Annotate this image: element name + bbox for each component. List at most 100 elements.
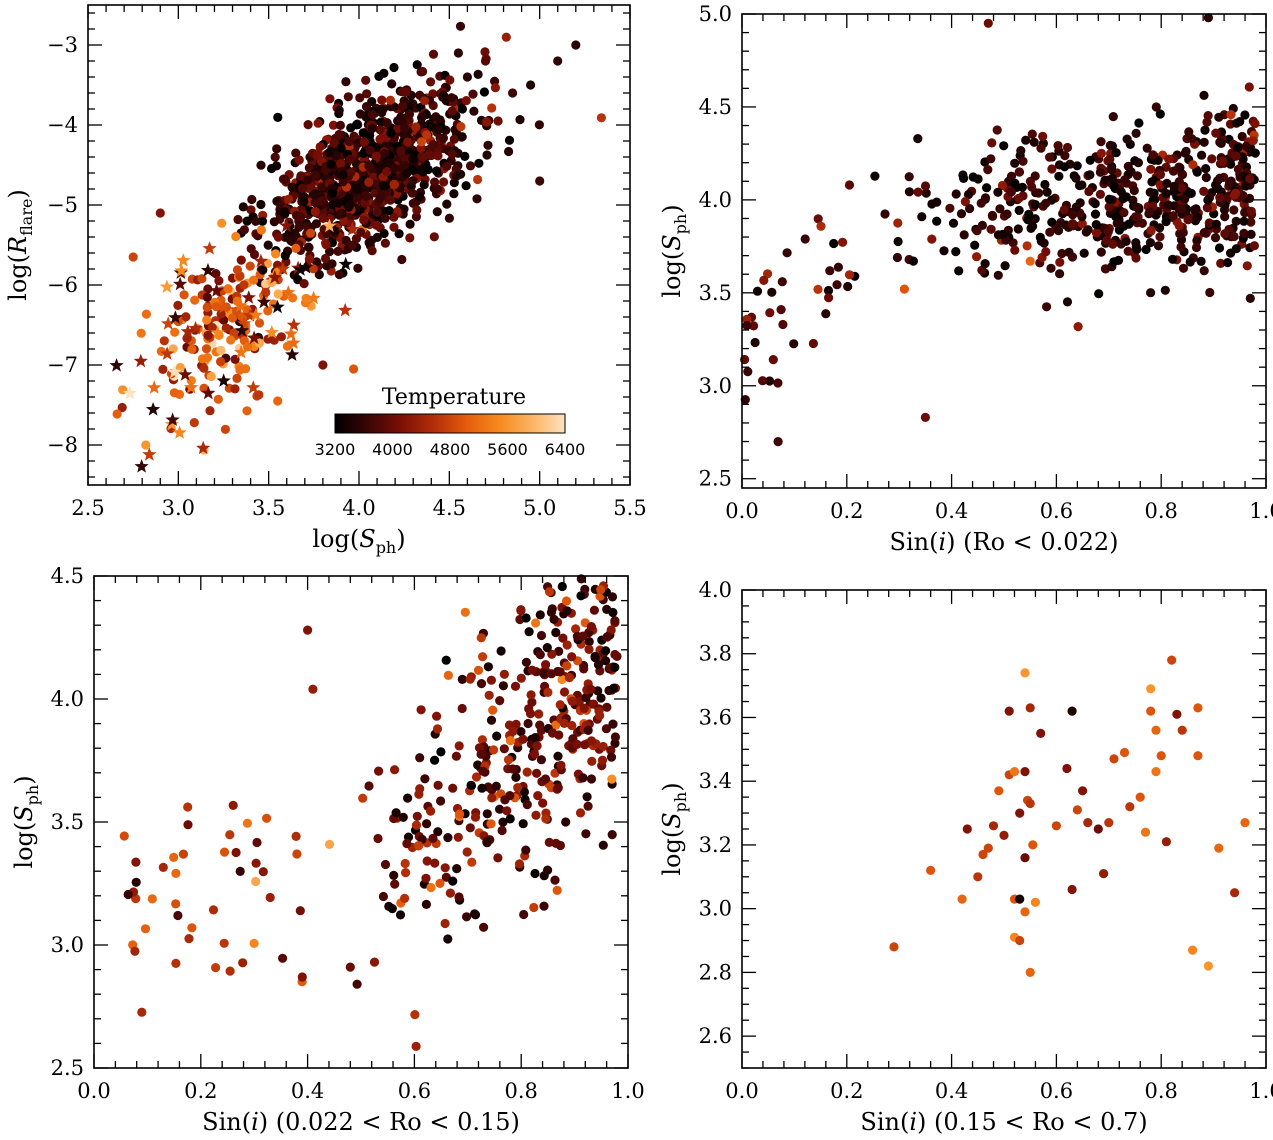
- scatter-point: [147, 894, 157, 904]
- scatter-point: [551, 627, 561, 638]
- scatter-point: [508, 726, 518, 737]
- x-tick-label: 0.8: [504, 1079, 537, 1103]
- scatter-point: [1199, 186, 1209, 196]
- scatter-point: [1083, 818, 1093, 828]
- scatter-point: [550, 875, 560, 885]
- scatter-point: [312, 150, 323, 160]
- scatter-point: [1230, 888, 1240, 898]
- star-point: [264, 325, 279, 339]
- scatter-point: [606, 745, 616, 755]
- scatter-point: [1006, 187, 1017, 197]
- colorbar-tick-label: 6400: [545, 440, 586, 459]
- scatter-point: [326, 159, 336, 169]
- scatter-point: [567, 652, 577, 662]
- x-tick-label: 5.5: [613, 496, 646, 520]
- star-point: [216, 299, 231, 314]
- scatter-point: [483, 662, 493, 672]
- x-tick-label: 2.5: [71, 496, 104, 520]
- scatter-point: [829, 238, 839, 249]
- scatter-point: [263, 334, 273, 344]
- scatter-point: [921, 188, 931, 198]
- scatter-point: [228, 800, 238, 811]
- scatter-point: [523, 718, 533, 729]
- scatter-point: [245, 261, 255, 271]
- scatter-point: [436, 747, 446, 757]
- star-point: [283, 326, 299, 340]
- scatter-point: [824, 293, 834, 303]
- scatter-point: [468, 89, 478, 99]
- scatter-point: [1131, 242, 1141, 252]
- scatter-point: [251, 858, 261, 868]
- scatter-point: [576, 591, 586, 601]
- star-point: [248, 307, 263, 322]
- scatter-point: [596, 693, 606, 703]
- scatter-point: [1196, 256, 1206, 266]
- scatter-point: [1161, 217, 1171, 227]
- star-point: [234, 323, 250, 337]
- scatter-point: [609, 683, 619, 693]
- scatter-point: [1021, 135, 1031, 145]
- scatter-point: [1191, 242, 1202, 253]
- scatter-point: [421, 873, 431, 883]
- scatter-point: [516, 673, 526, 683]
- scatter-point: [436, 796, 446, 806]
- scatter-point: [389, 212, 399, 222]
- scatter-point: [516, 606, 526, 616]
- scatter-point: [583, 801, 593, 811]
- scatter-point: [352, 184, 362, 194]
- scatter-point: [1175, 229, 1185, 239]
- scatter-point: [1029, 137, 1039, 147]
- scatter-point: [324, 839, 335, 850]
- scatter-point: [344, 136, 354, 147]
- scatter-point: [1038, 131, 1048, 141]
- star-point: [306, 290, 321, 305]
- scatter-point: [777, 277, 787, 287]
- scatter-point: [821, 309, 831, 319]
- y-tick-label: −6: [47, 273, 78, 297]
- data-points: [109, 21, 607, 473]
- scatter-point: [562, 661, 572, 671]
- scatter-point: [581, 829, 591, 839]
- scatter-point: [405, 233, 415, 243]
- scatter-point: [562, 606, 572, 616]
- scatter-point: [318, 360, 328, 370]
- scatter-point: [414, 789, 424, 799]
- scatter-point: [1068, 210, 1078, 220]
- star-point: [188, 321, 203, 335]
- scatter-point: [443, 833, 453, 843]
- scatter-point: [1220, 229, 1230, 239]
- scatter-point: [503, 755, 514, 765]
- scatter-point: [1203, 961, 1213, 971]
- scatter-point: [773, 378, 783, 388]
- scatter-point: [263, 240, 273, 250]
- scatter-point: [557, 581, 567, 592]
- scatter-point: [1069, 171, 1079, 181]
- scatter-point: [306, 228, 316, 238]
- star-point: [338, 302, 353, 317]
- scatter-point: [1051, 821, 1061, 831]
- star-point: [267, 270, 282, 284]
- scatter-point: [1211, 219, 1221, 229]
- scatter-point: [181, 312, 191, 322]
- scatter-point: [418, 66, 428, 77]
- scatter-point: [460, 151, 470, 161]
- scatter-point: [1041, 198, 1051, 208]
- scatter-point: [970, 240, 980, 250]
- scatter-point: [325, 94, 335, 104]
- scatter-point: [595, 710, 605, 721]
- scatter-point: [187, 344, 197, 354]
- scatter-point: [1233, 143, 1243, 153]
- scatter-point: [555, 667, 565, 677]
- scatter-point: [899, 284, 910, 294]
- scatter-point: [379, 228, 389, 239]
- scatter-point: [1042, 187, 1052, 197]
- scatter-point: [361, 102, 372, 112]
- scatter-point: [432, 207, 442, 217]
- scatter-point: [586, 684, 596, 695]
- star-point: [233, 298, 248, 312]
- scatter-point: [416, 705, 426, 715]
- scatter-point: [1153, 241, 1164, 251]
- scatter-point: [1121, 236, 1131, 246]
- scatter-point: [297, 183, 307, 193]
- scatter-point: [304, 254, 314, 264]
